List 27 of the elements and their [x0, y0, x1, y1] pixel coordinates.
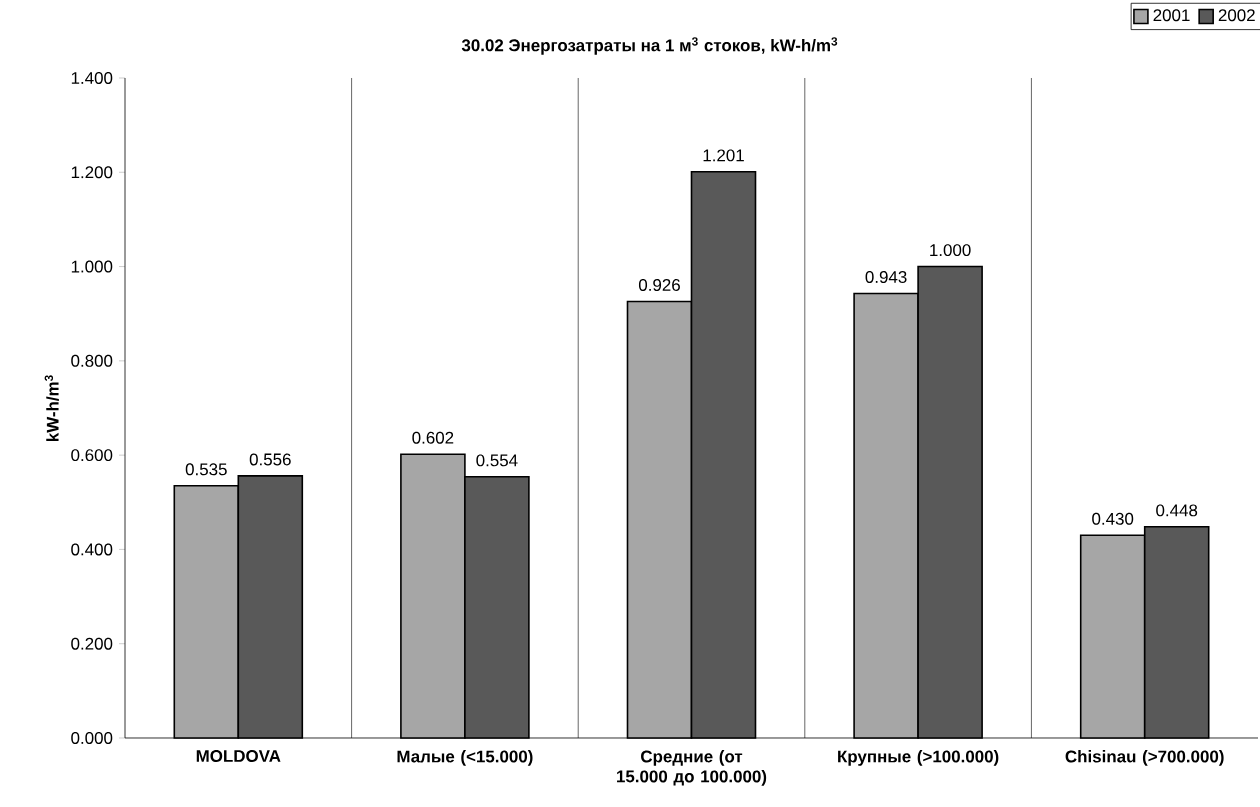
y-tick-label: 1.200 [71, 166, 113, 179]
chart-title: 30.02 Энергозатраты на 1 м$^{3}$ стоков, kW-h/m$^{3}$ [461, 37, 838, 55]
y-tick-label: 0.600 [71, 449, 113, 462]
y-tick-label: 0.000 [71, 732, 113, 744]
x-tick-label: Chisinau (>700.000) [1065, 750, 1224, 766]
legend-label: 2002 [1218, 9, 1255, 22]
data-label: 0.554 [476, 454, 518, 467]
data-label: 0.926 [638, 279, 680, 291]
x-tick-label: Средние (от 15.000 до 100.000) [617, 750, 767, 786]
data-label: 0.602 [412, 431, 454, 444]
y-tick-label: 1.400 [71, 72, 113, 84]
y-tick-label: 0.200 [71, 637, 113, 650]
y-tick-label: 0.800 [71, 354, 113, 367]
y-tick-label: 0.400 [71, 543, 113, 556]
x-tick-label: Малые (<15.000) [397, 750, 533, 766]
x-tick-label: Крупные (>100.000) [838, 750, 999, 766]
data-label: 0.535 [185, 463, 227, 476]
y-axis-title: kW-h/m$^{3}$ [44, 375, 59, 442]
legend-label: 2001 [1153, 9, 1190, 22]
y-tick-label: 1.000 [71, 260, 113, 273]
data-label: 1.201 [703, 149, 744, 162]
data-label: 0.556 [249, 453, 291, 466]
x-tick-label: MOLDOVA [196, 750, 281, 763]
data-label: 0.430 [1092, 512, 1134, 525]
data-label: 1.000 [930, 244, 971, 257]
data-label: 0.448 [1156, 504, 1198, 517]
data-label: 0.943 [865, 271, 907, 283]
